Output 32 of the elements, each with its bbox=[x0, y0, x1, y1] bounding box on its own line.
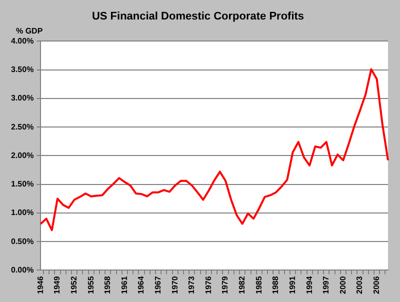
y-tick-label: 1.50% bbox=[10, 180, 34, 189]
y-tick-label: 3.00% bbox=[10, 94, 34, 103]
x-tick-label: 1955 bbox=[86, 276, 96, 294]
x-tick-label: 1952 bbox=[70, 276, 78, 294]
x-tick-label: 1967 bbox=[154, 276, 163, 294]
x-tick-label: 1961 bbox=[120, 276, 129, 294]
x-tick-label: 1988 bbox=[271, 276, 280, 294]
x-tick-label: 1994 bbox=[304, 276, 314, 294]
x-tick-label: 1985 bbox=[254, 276, 264, 294]
x-tick-label: 2006 bbox=[372, 276, 381, 294]
x-tick-label: 1991 bbox=[288, 276, 297, 294]
chart-title: US Financial Domestic Corporate Profits bbox=[92, 10, 304, 23]
y-tick-label: 2.50% bbox=[10, 122, 34, 132]
x-tick-label: 1979 bbox=[220, 276, 230, 294]
x-tick-label: 1946 bbox=[36, 276, 45, 294]
x-tick-label: 1982 bbox=[238, 276, 247, 294]
y-tick-label: 4.00% bbox=[10, 36, 34, 46]
x-tick-label: 1973 bbox=[187, 276, 196, 294]
x-tick-label: 1970 bbox=[170, 276, 180, 294]
x-tick-label: 2000 bbox=[338, 276, 348, 294]
x-tick-label: 1976 bbox=[204, 276, 213, 294]
y-tick-label: 3.50% bbox=[10, 65, 34, 74]
y-tick-label: 2.00% bbox=[10, 150, 34, 160]
x-tick-label: 1958 bbox=[103, 276, 112, 294]
y-tick-label: 1.00% bbox=[10, 208, 34, 218]
y-tick-label: 0.50% bbox=[10, 236, 34, 246]
y-tick-label: 0.00% bbox=[10, 265, 34, 274]
x-tick-label: 2003 bbox=[355, 276, 364, 294]
x-tick-label: 1997 bbox=[322, 276, 331, 294]
y-axis-title: % GDP bbox=[16, 26, 44, 36]
x-tick-label: 1949 bbox=[52, 276, 62, 294]
x-tick-label: 1964 bbox=[136, 276, 146, 294]
